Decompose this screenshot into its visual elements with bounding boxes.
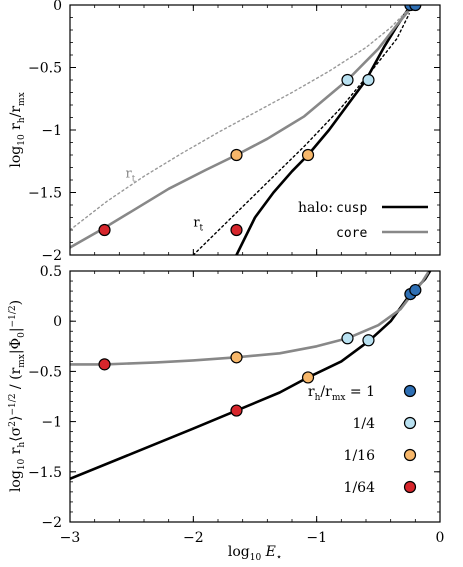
annotation-subscript: t [200,223,204,233]
y-tick-label: −0.5 [28,61,62,77]
axis-label-part: ⋆ [276,552,282,563]
series-line-cusp [70,271,432,481]
legend-label-part: mx [332,393,346,403]
y-tick-label: −2 [41,515,62,531]
y-tick-label: −2 [41,248,62,264]
axis-label-part: 0 [17,332,27,338]
legend-marker [403,448,417,462]
axis-label-part: 10 [17,458,27,470]
data-marker [362,334,375,347]
axis-label-part: ) [8,300,24,305]
series-line-cusp [235,5,415,255]
legend-bottom: rh/rmx = 1 1/4 1/16 1/64 [308,384,417,496]
data-marker [230,223,243,237]
axes-frame [69,270,441,523]
top-panel: 0 −0.5 −1 −1.5 −2 rt rt [28,0,441,264]
axis-label-part: log [8,146,24,168]
axes-frame [69,4,441,256]
axis-label-part: 2 [8,421,18,427]
annotation-rt: rt [126,167,136,185]
y-tick-label: −1.5 [28,465,62,481]
legend-title: halo: [298,200,333,216]
y-axis-label-bottom: log10 rh⟨σ2⟩−1/2 / (rmx|Φ0|−1/2) [8,300,27,492]
axis-label-part: E [261,544,276,560]
x-tick-label: 0 [436,530,445,546]
legend-label-part: h [315,393,321,403]
rt-dotted-line [70,8,410,231]
legend-label-core: core [336,226,367,241]
y-tick-label: −1.5 [28,186,62,202]
axis-label-part: −1/2 [8,394,18,416]
axis-label-part: r [8,123,24,134]
x-tick-label: −1 [306,530,327,546]
legend-label: 1/64 [344,480,376,496]
annotation-rt: rt [193,215,203,233]
data-marker [409,5,422,12]
axis-label-part: /r [8,106,24,118]
bottom-panel: 0.50−0.5−1−1.5−2−3 −2 −1 0 [28,264,444,546]
x-tick-label: −2 [183,530,204,546]
data-marker [409,283,422,297]
y-tick-label: −1 [41,415,62,431]
data-marker [98,223,111,237]
axis-label-part: log [228,544,250,560]
y-tick-label: −1 [41,123,62,139]
axis-label-part: 10 [250,553,262,563]
axis-label-part: mx [17,354,27,368]
series-line-core [70,271,430,366]
data-marker [230,148,243,162]
series-group [70,271,432,481]
data-marker [301,148,315,162]
y-axis-label-top: log10 rh/rmx [8,92,27,167]
axis-label-part: ⟩ [8,416,24,421]
axis-label-part: h [17,117,27,123]
axis-label-part: ⟨σ [8,426,24,441]
data-marker [230,404,243,417]
legend-label: rh/rmx = 1 [308,384,375,403]
axis-label-part: |Φ [8,338,24,354]
annotation-subscript: t [132,175,136,185]
x-axis-label: log10 E⋆ [228,544,282,563]
legend-label-part: /r [320,384,332,400]
legend-marker [403,384,417,398]
rt-dotted-line [192,13,410,255]
axis-label-part: 10 [17,134,27,146]
y-tick-label: 0.5 [40,264,62,280]
data-marker [230,351,243,364]
data-marker [341,332,354,345]
legend-label: 1/16 [344,448,376,464]
legend-label: 1/4 [352,416,375,432]
axis-label-part: h [17,442,27,448]
axis-label-part: −1/2 [8,305,18,327]
legend-top: halo: cusp core [298,200,428,241]
y-tick-label: −0.5 [28,364,62,380]
data-marker [341,73,354,87]
axis-label-part: mx [17,92,27,106]
legend-label-part: = 1 [345,384,375,400]
data-marker [301,371,315,384]
axis-label-part: r [8,447,24,458]
legend-marker [403,480,417,494]
series-line-core [70,5,415,249]
y-tick-label: 0 [53,0,62,14]
data-marker [98,358,111,371]
series-group [70,5,422,255]
data-marker [362,73,375,87]
legend-marker [403,416,417,430]
legend-label-cusp: cusp [336,201,367,216]
legend-label-part: r [308,384,315,400]
axis-label-part: log [8,470,24,492]
axis-label-part: | [8,327,24,332]
y-tick-label: 0 [53,314,62,330]
x-tick-label: −3 [60,530,81,546]
axis-label-part: / (r [8,367,24,393]
